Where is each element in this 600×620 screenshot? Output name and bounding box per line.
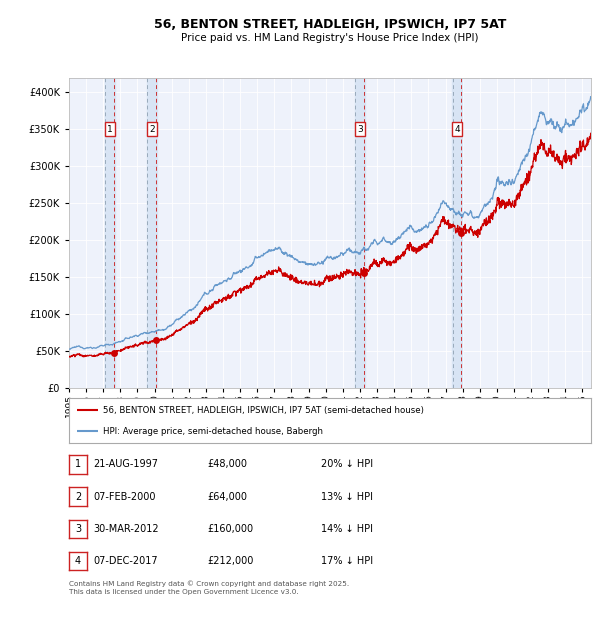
- Bar: [147, 78, 157, 388]
- Text: 1: 1: [75, 459, 81, 469]
- Text: 56, BENTON STREET, HADLEIGH, IPSWICH, IP7 5AT (semi-detached house): 56, BENTON STREET, HADLEIGH, IPSWICH, IP…: [103, 405, 424, 415]
- Text: 13% ↓ HPI: 13% ↓ HPI: [321, 492, 373, 502]
- Text: 17% ↓ HPI: 17% ↓ HPI: [321, 556, 373, 566]
- Text: £212,000: £212,000: [207, 556, 253, 566]
- Text: 2: 2: [75, 492, 81, 502]
- Text: Contains HM Land Registry data © Crown copyright and database right 2025.
This d: Contains HM Land Registry data © Crown c…: [69, 580, 349, 595]
- Text: 1: 1: [107, 125, 113, 134]
- Text: 20% ↓ HPI: 20% ↓ HPI: [321, 459, 373, 469]
- Text: HPI: Average price, semi-detached house, Babergh: HPI: Average price, semi-detached house,…: [103, 427, 323, 436]
- Text: £64,000: £64,000: [207, 492, 247, 502]
- Text: £48,000: £48,000: [207, 459, 247, 469]
- Text: 4: 4: [75, 556, 81, 566]
- Text: 07-DEC-2017: 07-DEC-2017: [93, 556, 158, 566]
- Text: 4: 4: [454, 125, 460, 134]
- Text: 2: 2: [149, 125, 155, 134]
- Text: 30-MAR-2012: 30-MAR-2012: [93, 524, 158, 534]
- Text: 21-AUG-1997: 21-AUG-1997: [93, 459, 158, 469]
- Text: Price paid vs. HM Land Registry's House Price Index (HPI): Price paid vs. HM Land Registry's House …: [181, 33, 479, 43]
- Bar: [105, 78, 115, 388]
- Bar: [452, 78, 462, 388]
- Text: 14% ↓ HPI: 14% ↓ HPI: [321, 524, 373, 534]
- Bar: [355, 78, 365, 388]
- Text: 56, BENTON STREET, HADLEIGH, IPSWICH, IP7 5AT: 56, BENTON STREET, HADLEIGH, IPSWICH, IP…: [154, 19, 506, 31]
- Text: 07-FEB-2000: 07-FEB-2000: [93, 492, 155, 502]
- Text: 3: 3: [75, 524, 81, 534]
- Text: 3: 3: [357, 125, 362, 134]
- Text: £160,000: £160,000: [207, 524, 253, 534]
